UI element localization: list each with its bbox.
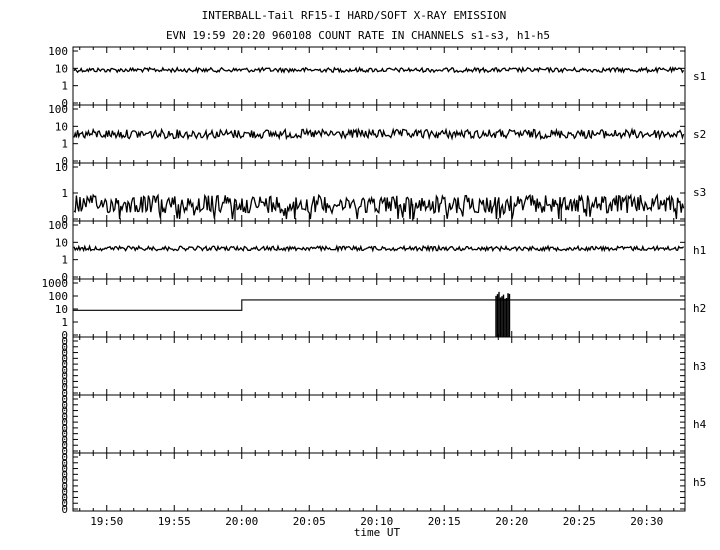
panel-frame-h3 <box>72 336 686 396</box>
y-tick-label-s1: 0 <box>61 97 68 110</box>
y-tick-label-h3: 0 <box>61 375 68 388</box>
y-tick-label-s1: 10 <box>55 62 68 75</box>
x-tick-label: 20:20 <box>495 515 528 528</box>
y-tick-label-h4: 0 <box>61 416 68 429</box>
y-tick-label-s1: 100 <box>48 45 68 58</box>
y-tick-label-s2: 10 <box>55 120 68 133</box>
panel-frame-s1 <box>72 46 686 106</box>
series-line-s1 <box>73 66 685 75</box>
channel-label-h3: h3 <box>693 360 706 373</box>
y-tick-label-h4: 0 <box>61 405 68 418</box>
y-tick-label-h3: 0 <box>61 341 68 354</box>
channel-label-s2: s2 <box>693 128 706 141</box>
y-tick-label-h4: 0 <box>61 410 68 423</box>
y-tick-label-h3: 0 <box>61 381 68 394</box>
y-tick-label-s3: 0 <box>61 213 68 226</box>
series-line-h2 <box>73 299 685 311</box>
y-tick-label-h1: 0 <box>61 271 68 284</box>
channel-label-s3: s3 <box>693 186 706 199</box>
y-tick-label-h1: 100 <box>48 219 68 232</box>
panel-frame-h5 <box>72 452 686 512</box>
x-tick-label: 20:00 <box>225 515 258 528</box>
y-tick-label-h2: 0 <box>61 329 68 342</box>
y-tick-label-h4: 0 <box>61 439 68 452</box>
y-tick-label-h5: 0 <box>61 497 68 510</box>
y-tick-label-h4: 0 <box>61 433 68 446</box>
y-tick-label-h5: 0 <box>61 491 68 504</box>
y-tick-label-h5: 0 <box>61 463 68 476</box>
series-line-s2 <box>73 127 685 141</box>
y-tick-label-h3: 0 <box>61 352 68 365</box>
y-tick-label-h3: 0 <box>61 364 68 377</box>
y-tick-label-h3: 0 <box>61 335 68 348</box>
x-tick-label: 19:55 <box>158 515 191 528</box>
y-tick-label-h3: 0 <box>61 347 68 360</box>
y-tick-label-h1: 1 <box>61 254 68 267</box>
chart-title: INTERBALL-Tail RF15-I HARD/SOFT X-RAY EM… <box>202 9 507 22</box>
series-line-s3 <box>73 193 685 220</box>
y-tick-label-h5: 0 <box>61 451 68 464</box>
x-axis: 19:50 19:55 20:00 20:05 20:10 20:15 20:20 20:25… <box>90 515 663 528</box>
y-tick-label-s1: 1 <box>61 80 68 93</box>
x-tick-label: 20:30 <box>630 515 663 528</box>
panels-group: 1001010s11001010s21010s31001010h11000100… <box>42 45 707 516</box>
x-tick-label: 20:15 <box>428 515 461 528</box>
burst-mark-h2 <box>495 291 511 337</box>
y-tick-label-h5: 0 <box>61 457 68 470</box>
y-tick-label-h2: 10 <box>55 303 68 316</box>
y-tick-label-h4: 0 <box>61 393 68 406</box>
y-tick-label-h5: 0 <box>61 474 68 487</box>
y-tick-label-h4: 0 <box>61 428 68 441</box>
channel-label-h4: h4 <box>693 418 707 431</box>
y-tick-label-s2: 1 <box>61 138 68 151</box>
y-tick-label-h3: 0 <box>61 370 68 383</box>
y-tick-label-h2: 100 <box>48 290 68 303</box>
y-tick-label-h3: 0 <box>61 387 68 400</box>
y-tick-label-h5: 0 <box>61 503 68 516</box>
x-tick-label: 20:05 <box>293 515 326 528</box>
y-tick-label-h3: 0 <box>61 358 68 371</box>
y-tick-label-h5: 0 <box>61 486 68 499</box>
y-tick-label-h4: 0 <box>61 445 68 458</box>
x-axis-label: time UT <box>354 526 401 539</box>
chart-subtitle: EVN 19:59 20:20 960108 COUNT RATE IN CHA… <box>166 29 550 42</box>
channel-label-h5: h5 <box>693 476 706 489</box>
y-tick-label-h4: 0 <box>61 399 68 412</box>
series-line-h1 <box>73 244 685 253</box>
y-tick-label-s2: 100 <box>48 103 68 116</box>
y-tick-label-s3: 1 <box>61 187 68 200</box>
channel-label-h1: h1 <box>693 244 706 257</box>
y-tick-label-h2: 1000 <box>42 277 69 290</box>
y-tick-label-s2: 0 <box>61 155 68 168</box>
panel-frame-h2 <box>72 278 686 338</box>
y-tick-label-h5: 0 <box>61 468 68 481</box>
y-tick-label-h2: 1 <box>61 316 68 329</box>
y-tick-label-s3: 10 <box>55 161 68 174</box>
y-tick-label-h5: 0 <box>61 480 68 493</box>
panel-frame-h4 <box>72 394 686 454</box>
y-tick-label-h1: 10 <box>55 236 68 249</box>
channel-label-s1: s1 <box>693 70 706 83</box>
channel-label-h2: h2 <box>693 302 706 315</box>
y-tick-label-h4: 0 <box>61 422 68 435</box>
x-tick-label: 19:50 <box>90 515 123 528</box>
x-tick-label: 20:10 <box>360 515 393 528</box>
x-tick-label: 20:25 <box>563 515 596 528</box>
